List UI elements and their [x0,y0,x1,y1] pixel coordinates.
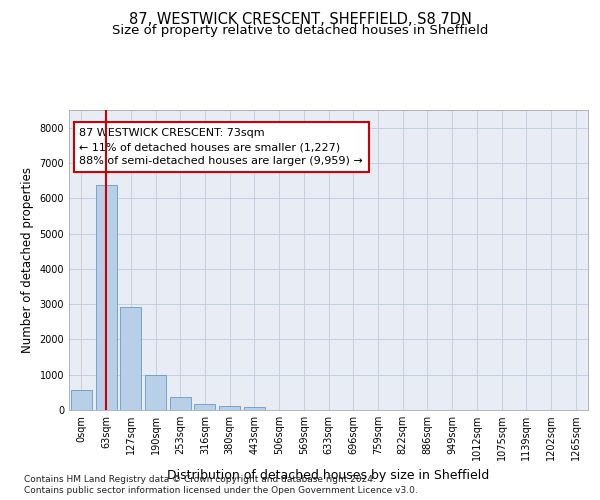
Bar [170,398,191,410]
Text: Size of property relative to detached houses in Sheffield: Size of property relative to detached ho… [112,24,488,37]
X-axis label: Distribution of detached houses by size in Sheffield: Distribution of detached houses by size … [167,468,490,481]
Bar [244,407,265,410]
Text: Contains HM Land Registry data © Crown copyright and database right 2024.: Contains HM Land Registry data © Crown c… [24,475,376,484]
Text: 87, WESTWICK CRESCENT, SHEFFIELD, S8 7DN: 87, WESTWICK CRESCENT, SHEFFIELD, S8 7DN [128,12,472,28]
Bar [71,390,92,410]
Y-axis label: Number of detached properties: Number of detached properties [21,167,34,353]
Bar [194,404,215,410]
Bar [145,376,166,410]
Text: Contains public sector information licensed under the Open Government Licence v3: Contains public sector information licen… [24,486,418,495]
Bar [219,406,240,410]
Text: 87 WESTWICK CRESCENT: 73sqm
← 11% of detached houses are smaller (1,227)
88% of : 87 WESTWICK CRESCENT: 73sqm ← 11% of det… [79,128,363,166]
Bar [120,307,141,410]
Bar [95,185,116,410]
